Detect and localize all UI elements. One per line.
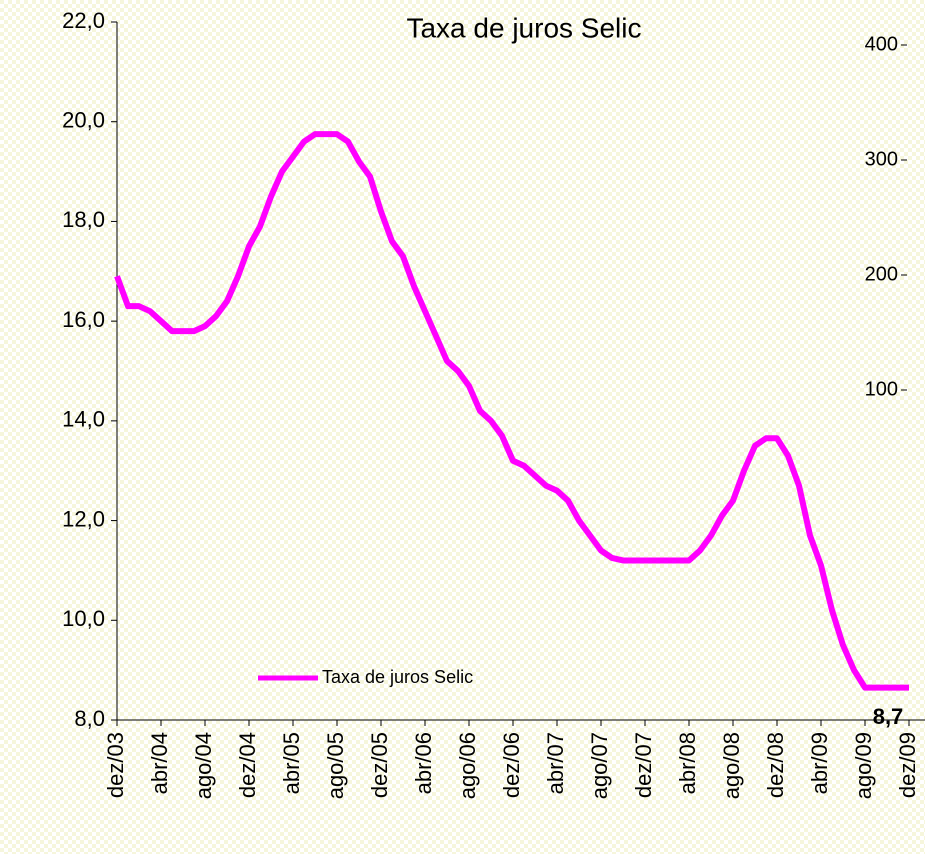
x-tick-label: ago/07 <box>587 732 612 799</box>
y-tick-label: 10,0 <box>62 606 105 631</box>
y2-tick-label: 400 <box>865 33 898 55</box>
y-tick-label: 8,0 <box>74 706 105 731</box>
x-tick-label: dez/05 <box>367 732 392 798</box>
x-tick-label: dez/09 <box>895 732 920 798</box>
x-tick-label: ago/09 <box>851 732 876 799</box>
annotation: 8,7 <box>873 704 904 729</box>
chart-title: Taxa de juros Selic <box>406 12 641 43</box>
x-tick-label: ago/05 <box>323 732 348 799</box>
x-tick-label: dez/07 <box>631 732 656 798</box>
y-tick-label: 16,0 <box>62 307 105 332</box>
y2-tick-label: 300 <box>865 148 898 170</box>
y-tick-label: 12,0 <box>62 506 105 531</box>
y-tick-label: 22,0 <box>62 8 105 33</box>
y-tick-label: 18,0 <box>62 207 105 232</box>
x-tick-label: ago/08 <box>719 732 744 799</box>
y2-tick-label: 100 <box>865 378 898 400</box>
y-tick-label: 20,0 <box>62 108 105 133</box>
x-tick-label: abr/06 <box>411 732 436 794</box>
x-tick-label: dez/03 <box>103 732 128 798</box>
x-tick-label: ago/06 <box>455 732 480 799</box>
x-tick-label: dez/06 <box>499 732 524 798</box>
x-tick-label: abr/04 <box>147 732 172 794</box>
y-tick-label: 14,0 <box>62 407 105 432</box>
x-tick-label: dez/08 <box>763 732 788 798</box>
legend-label: Taxa de juros Selic <box>322 667 473 687</box>
x-tick-label: abr/07 <box>543 732 568 794</box>
x-tick-label: abr/09 <box>807 732 832 794</box>
x-tick-label: dez/04 <box>235 732 260 798</box>
x-tick-label: ago/04 <box>191 732 216 799</box>
series-line <box>114 131 909 691</box>
x-tick-label: abr/08 <box>675 732 700 794</box>
y2-tick-label: 200 <box>865 263 898 285</box>
x-tick-label: abr/05 <box>279 732 304 794</box>
